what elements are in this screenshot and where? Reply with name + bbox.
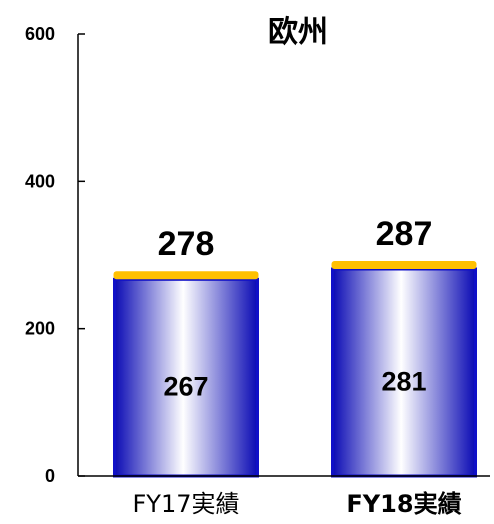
- bar-value-label: 267: [163, 372, 208, 402]
- y-tick-label: 200: [25, 319, 55, 339]
- bar-base-segment: [113, 277, 259, 478]
- bar-top-segment: [331, 260, 477, 269]
- x-category-label: FY17実績: [132, 490, 239, 518]
- y-tick-label: 600: [25, 24, 55, 44]
- bar-value-label: 281: [381, 366, 426, 396]
- bar-total-label: 278: [158, 225, 215, 263]
- bar-top-segment: [113, 271, 259, 280]
- x-category-label: FY18実績: [346, 490, 461, 518]
- bars: 278 267 287 281: [113, 215, 477, 478]
- y-tick-label: 400: [25, 171, 55, 191]
- y-tick-label: 0: [45, 466, 55, 486]
- x-axis: FY17実績 FY18実績: [78, 475, 490, 518]
- chart-title: 欧州: [268, 15, 328, 50]
- bar-total-label: 287: [376, 215, 433, 253]
- y-axis: 0 200 400 600: [25, 24, 85, 486]
